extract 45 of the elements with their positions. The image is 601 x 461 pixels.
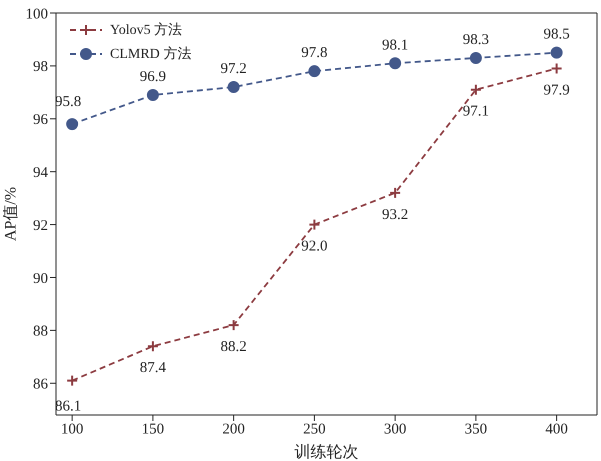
x-tick-label: 100 bbox=[60, 422, 84, 438]
data-label: 97.2 bbox=[220, 61, 247, 78]
y-tick-label: 90 bbox=[33, 270, 48, 287]
y-tick-label: 92 bbox=[33, 218, 48, 234]
point bbox=[66, 118, 78, 130]
point bbox=[389, 57, 402, 70]
point bbox=[389, 186, 402, 199]
point bbox=[550, 46, 563, 59]
point bbox=[146, 88, 159, 101]
data-label: 97.8 bbox=[301, 45, 328, 62]
data-label: 88.2 bbox=[220, 339, 247, 356]
legend-label: CLMRD 方法 bbox=[110, 45, 192, 63]
y-tick-label: 98 bbox=[33, 59, 48, 76]
y-axis-title: AP值/% bbox=[2, 186, 20, 242]
point bbox=[228, 319, 240, 332]
x-tick-label: 400 bbox=[545, 422, 568, 438]
data-label: 93.2 bbox=[382, 206, 408, 223]
data-label: 98.1 bbox=[382, 37, 408, 54]
x-tick-label: 150 bbox=[142, 422, 164, 438]
point bbox=[228, 81, 240, 94]
data-label: 97.9 bbox=[544, 82, 570, 99]
data-label: 98.5 bbox=[544, 26, 570, 43]
x-tick-label: 250 bbox=[303, 422, 326, 438]
data-label: 98.3 bbox=[462, 32, 490, 48]
y-tick-label: 96 bbox=[33, 112, 48, 128]
point bbox=[470, 84, 482, 96]
y-tick-label: 100 bbox=[26, 6, 48, 22]
point bbox=[66, 374, 78, 387]
x-tick-label: 200 bbox=[222, 422, 245, 438]
point bbox=[470, 52, 482, 64]
x-tick-label: 300 bbox=[384, 422, 406, 438]
point bbox=[308, 218, 320, 231]
point bbox=[146, 340, 159, 352]
y-tick-label: 86 bbox=[33, 376, 48, 393]
x-axis-title: 训练轮次 bbox=[294, 443, 358, 461]
point bbox=[550, 62, 563, 75]
data-label: 96.9 bbox=[140, 68, 166, 85]
y-tick-label: 88 bbox=[33, 324, 48, 340]
x-tick-label: 350 bbox=[464, 422, 488, 438]
data-label: 92.0 bbox=[301, 238, 328, 255]
y-tick-label: 94 bbox=[33, 165, 48, 182]
point bbox=[308, 65, 320, 78]
legend-label: Yolov5 方法 bbox=[110, 21, 182, 39]
data-label: 87.4 bbox=[140, 360, 167, 376]
data-label: 97.1 bbox=[462, 104, 490, 120]
